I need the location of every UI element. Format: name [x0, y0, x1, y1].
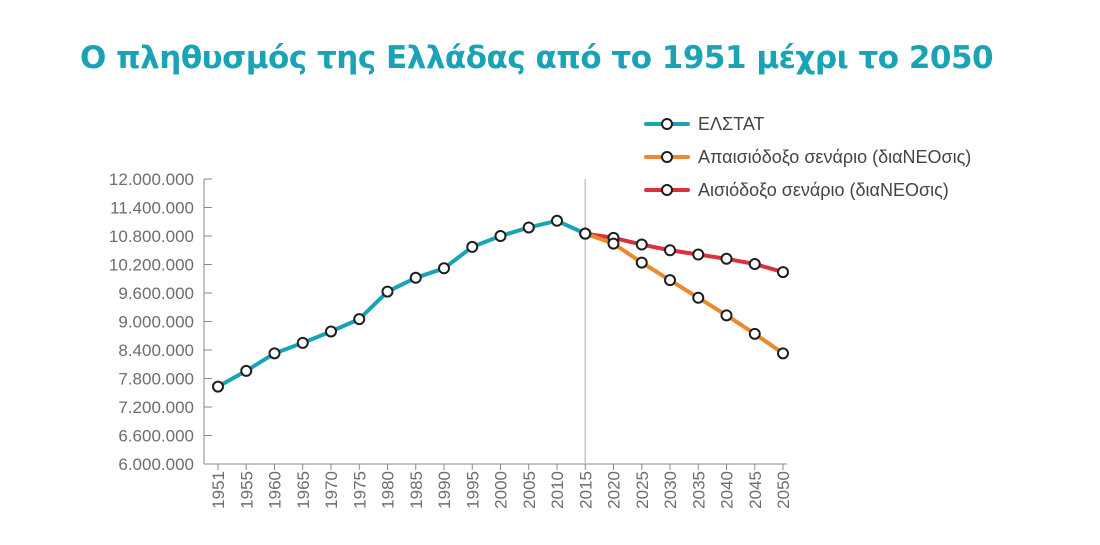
- data-point: [325, 325, 337, 338]
- x-tick-label: 1965: [294, 471, 313, 509]
- series-line: [216, 218, 588, 389]
- data-point: [551, 214, 563, 227]
- data-point: [240, 364, 253, 377]
- x-tick-label: 1995: [463, 471, 482, 509]
- x-tick-label: 2045: [746, 471, 765, 509]
- x-tick-label: 1980: [379, 471, 398, 509]
- y-tick-label: 11.400.000: [110, 199, 194, 218]
- data-point: [466, 240, 479, 253]
- legend: ΕΛΣΤΑΤ Απαισιόδοξο σενάριο (διαΝΕΟσις) Αισ…: [644, 114, 971, 200]
- data-point: [494, 230, 507, 242]
- x-tick-label: 2040: [718, 471, 737, 509]
- x-tick-label: 2000: [492, 471, 511, 509]
- y-tick-label: 7.800.000: [118, 370, 194, 389]
- data-point: [692, 291, 705, 304]
- data-point: [777, 347, 789, 360]
- legend-swatch-marker: [661, 151, 673, 163]
- data-point: [635, 256, 648, 269]
- y-tick-label: 6.000.000: [118, 455, 194, 474]
- x-tick-label: 2050: [774, 471, 793, 509]
- y-tick-label: 12.000.000: [109, 170, 194, 189]
- y-tick-label: 6.600.000: [118, 427, 194, 446]
- x-tick-label: 2025: [633, 471, 652, 509]
- data-point: [692, 248, 705, 261]
- data-point: [720, 252, 733, 265]
- legend-label: Αισιόδοξο σενάριο (διαΝΕΟσις): [698, 180, 949, 200]
- axes: 6.000.000 6.600.000 7.200.000 7.800.000 8.40…: [109, 170, 793, 509]
- legend-swatch-marker: [661, 118, 673, 130]
- data-point: [748, 258, 761, 271]
- data-point: [212, 380, 224, 393]
- data-point: [748, 327, 761, 340]
- data-point: [522, 221, 535, 234]
- data-point: [635, 238, 648, 251]
- x-tick-label: 1960: [266, 471, 285, 509]
- x-tick-label: 2020: [605, 471, 624, 509]
- x-tick-label: 1951: [209, 471, 228, 509]
- y-tick-label: 9.000.000: [118, 313, 194, 332]
- x-tick-label: 2035: [689, 471, 708, 509]
- legend-label: Απαισιόδοξο σενάριο (διαΝΕΟσις): [698, 147, 971, 167]
- series-markers: [212, 214, 789, 393]
- x-tick-label: 1955: [237, 471, 256, 509]
- data-point: [296, 336, 309, 349]
- x-tick-label: 1975: [350, 471, 369, 509]
- data-point: [353, 313, 366, 326]
- x-tick-label: 2015: [576, 471, 595, 509]
- y-tick-label: 7.200.000: [118, 398, 194, 417]
- legend-label: ΕΛΣΤΑΤ: [698, 114, 764, 134]
- data-point: [268, 347, 281, 360]
- x-tick-label: 1985: [407, 471, 426, 509]
- data-point: [720, 309, 733, 322]
- data-point: [664, 274, 676, 287]
- data-point: [664, 244, 676, 257]
- data-point: [607, 237, 620, 250]
- chart-title: Ο πληθυσμός της Ελλάδας από το 1951 μέχρ…: [80, 40, 994, 76]
- y-tick-label: 8.400.000: [118, 341, 194, 360]
- x-tick-label: 2030: [661, 471, 680, 509]
- legend-swatch-marker: [661, 184, 673, 196]
- x-tick-label: 1990: [435, 471, 454, 509]
- data-point: [381, 285, 394, 298]
- x-tick-label: 2010: [548, 471, 567, 509]
- data-point: [409, 271, 422, 284]
- y-tick-label: 10.800.000: [109, 227, 194, 246]
- y-tick-label: 9.600.000: [118, 284, 194, 303]
- data-point: [579, 227, 592, 240]
- y-tick-label: 10.200.000: [109, 256, 194, 275]
- x-tick-label: 2005: [520, 471, 539, 509]
- x-tick-label: 1970: [322, 471, 341, 509]
- data-point: [438, 262, 450, 275]
- data-point: [777, 266, 789, 279]
